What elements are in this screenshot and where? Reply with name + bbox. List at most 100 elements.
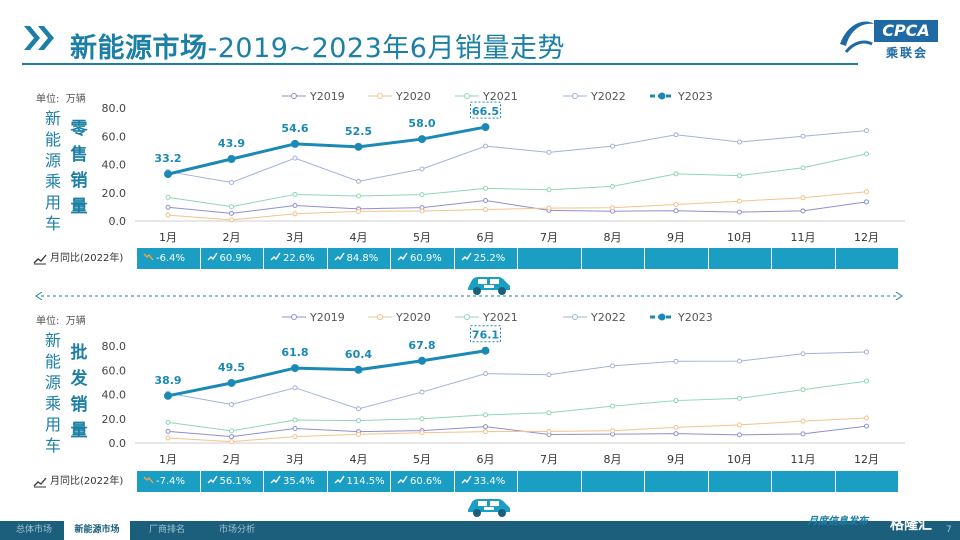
cpca-logo: CPCA 乘联会: [836, 14, 942, 60]
data-point: [483, 412, 488, 418]
yoy-header-label: 月同比(2022年): [50, 253, 124, 264]
data-point: [864, 415, 869, 421]
yoy-cell: [518, 471, 582, 492]
y-tick-label: 20.0: [102, 413, 127, 426]
data-point: [229, 204, 234, 210]
page-title-main: 新能源市场: [70, 33, 208, 64]
data-point: [165, 428, 171, 434]
legend-label: Y2019: [309, 90, 345, 103]
yoy-cell: 33.4%: [454, 471, 518, 492]
series-line: [167, 191, 867, 221]
data-label: 54.6: [281, 122, 308, 135]
data-point: [165, 212, 171, 218]
yoy-value: 56.1%: [219, 476, 252, 487]
vehicle-type-char: 新: [44, 331, 61, 350]
data-label: 67.8: [408, 339, 435, 352]
yoy-cell: [518, 248, 582, 269]
data-label: 60.4: [345, 348, 372, 361]
data-point: [481, 123, 490, 132]
data-point: [356, 406, 361, 412]
vehicle-type-char: 乘: [44, 394, 61, 413]
data-point: [610, 143, 615, 149]
x-tick-label: 12月: [854, 453, 879, 466]
yoy-cell: [835, 248, 899, 269]
footer-tab-analysis[interactable]: 市场分析: [218, 525, 255, 535]
data-point: [165, 194, 171, 200]
data-point: [864, 189, 869, 195]
data-point: [546, 372, 552, 378]
yoy-value: 22.6%: [283, 253, 315, 264]
data-point: [483, 429, 488, 435]
trend-up-icon: [461, 475, 472, 484]
footer-tab-ranking[interactable]: 厂商排名: [148, 525, 185, 535]
x-tick-label: 5月: [413, 453, 431, 466]
legend-marker: [572, 314, 578, 320]
yoy-cell: 56.1%: [200, 471, 264, 492]
legend-marker: [377, 314, 383, 320]
data-point: [864, 151, 869, 157]
legend-marker: [658, 92, 666, 100]
data-point: [673, 424, 679, 430]
data-point: [483, 198, 488, 204]
data-point: [737, 422, 742, 428]
legend-label: Y2021: [482, 311, 518, 324]
title-bar: 新能源市场-2019~2023年6月销量走势: [22, 18, 942, 68]
legend-label: Y2023: [677, 311, 713, 324]
data-point: [229, 401, 234, 407]
data-label: 33.2: [154, 152, 181, 165]
series-line: [167, 125, 486, 176]
trend-up-icon: [334, 475, 345, 484]
yoy-cell: 84.8%: [327, 248, 391, 269]
yoy-cell: [645, 471, 709, 492]
data-point: [864, 349, 869, 355]
data-point: [292, 425, 298, 431]
footer-tab-overall[interactable]: 总体市场: [15, 525, 52, 535]
y-tick-label: 0.0: [109, 215, 127, 228]
yoy-cell: 60.9%: [200, 248, 264, 269]
yoy-value: 60.9%: [219, 253, 252, 264]
yoy-cell: -7.4%: [137, 471, 201, 492]
data-point: [737, 209, 742, 215]
y-tick-label: 80.0: [102, 102, 127, 115]
x-tick-label: 2月: [223, 453, 241, 466]
legend-marker: [291, 93, 297, 99]
data-point: [356, 178, 361, 184]
y-tick-label: 0.0: [109, 437, 127, 450]
data-point: [673, 171, 679, 177]
data-point: [546, 149, 552, 155]
car-icon: [468, 277, 510, 295]
wholesale-sales-chart: 0.0 20.0 40.0 60.0 80.0 1月 2月 3月 4月 5月 6月 7月 8月 9月 10月…: [102, 311, 905, 466]
data-point: [354, 365, 363, 374]
data-point: [610, 205, 615, 211]
yoy-value: 33.4%: [473, 476, 506, 487]
data-point: [737, 173, 742, 179]
yoy-cell: 22.6%: [264, 248, 328, 269]
data-point: [164, 170, 172, 179]
data-point: [165, 435, 171, 441]
data-label-box: [470, 325, 501, 343]
unit-label: 单位: 万辆: [36, 316, 86, 327]
unit-label: 单位: 万辆: [36, 94, 86, 105]
data-point: [610, 363, 615, 369]
footer-tab-nev[interactable]: 新能源市场: [64, 521, 130, 540]
x-tick-label: 9月: [667, 453, 685, 466]
data-point: [292, 155, 298, 161]
data-point: [419, 430, 425, 436]
vehicle-type-char: 新: [44, 109, 61, 128]
yoy-cell: [772, 248, 836, 269]
title-underline: [22, 63, 858, 65]
metric-char: 量: [70, 197, 88, 217]
data-label: 61.8: [281, 346, 308, 359]
yoy-cell: [835, 471, 899, 492]
metric-char: 批: [70, 343, 88, 363]
y-tick-label: 60.0: [102, 130, 127, 143]
metric-char: 发: [70, 369, 88, 389]
chevron-right-icon: [24, 26, 40, 50]
data-point: [419, 416, 425, 422]
data-point: [737, 395, 742, 401]
vehicle-type-label: 新能源乘用车: [42, 108, 64, 234]
x-tick-label: 3月: [286, 453, 304, 466]
data-point: [800, 387, 806, 393]
series-line: [167, 200, 867, 214]
data-point: [546, 187, 552, 193]
